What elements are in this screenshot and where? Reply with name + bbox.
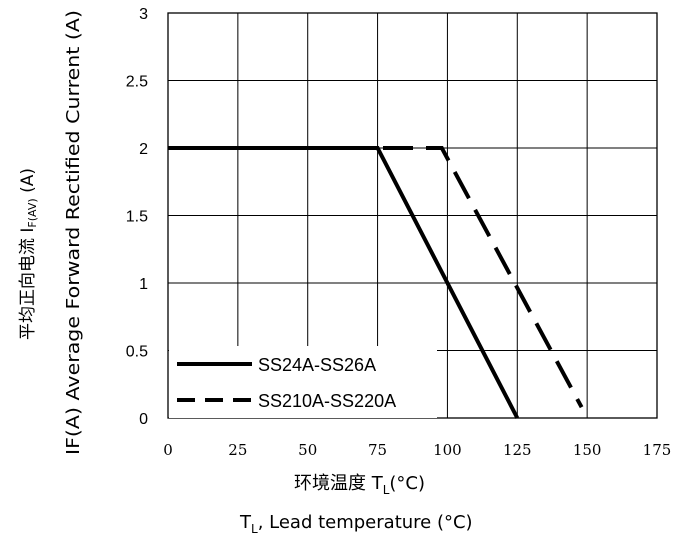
y-axis-label-cn-unit: (A) <box>18 168 38 198</box>
y-axis-label-cn: 平均正向电流 IF(AV) (A) <box>18 168 39 340</box>
x-axis-label-cn-unit: (°C) <box>389 473 425 494</box>
x-axis-label-cn-text: 环境温度 T <box>294 473 384 494</box>
legend-label-1: SS24A-SS26A <box>258 355 376 375</box>
series-line-2 <box>168 146 584 409</box>
x-axis-label-en-sub: L <box>251 522 258 536</box>
x-axis-label-cn: 环境温度 TL(°C) <box>294 473 425 497</box>
x-axis-label-en: TL, Lead temperature (°C) <box>239 512 473 536</box>
x-tick-labels: 0 25 50 75 100 125 150 175 <box>163 441 671 459</box>
x-tick-label-6: 150 <box>573 441 602 459</box>
y-tick-labels: 0 0.5 1 1.5 2 2.5 3 <box>126 6 148 428</box>
y-axis-label-cn-text: 平均正向电流 I <box>18 228 38 340</box>
legend-label-2: SS210A-SS220A <box>258 391 396 411</box>
x-tick-label-0: 0 <box>163 441 173 459</box>
y-tick-label-0: 0 <box>139 411 148 428</box>
y-tick-label-3: 1.5 <box>126 209 148 226</box>
y-axis-label-cn-sub: F(AV) <box>26 198 39 227</box>
series-lines <box>168 146 584 419</box>
legend: SS24A-SS26A SS210A-SS220A <box>169 346 437 418</box>
y-tick-label-6: 3 <box>139 6 148 23</box>
x-axis-label-en-prefix: T <box>239 512 252 533</box>
y-tick-label-1: 0.5 <box>126 344 148 361</box>
y-tick-label-4: 2 <box>139 141 148 158</box>
x-tick-label-7: 175 <box>643 441 672 459</box>
y-axis-label-en: IF(A) Average Forward Rectified Current … <box>63 10 84 455</box>
x-tick-label-2: 50 <box>298 441 317 459</box>
x-tick-label-3: 75 <box>368 441 387 459</box>
x-tick-label-1: 25 <box>228 441 247 459</box>
x-tick-label-4: 100 <box>433 441 462 459</box>
x-tick-label-5: 125 <box>503 441 532 459</box>
y-tick-label-5: 2.5 <box>126 74 148 91</box>
y-tick-label-2: 1 <box>139 276 148 293</box>
x-axis-label-cn-sub: L <box>383 483 390 497</box>
legend-box <box>169 346 437 418</box>
x-axis-label-en-rest: , Lead temperature (°C) <box>258 512 473 533</box>
